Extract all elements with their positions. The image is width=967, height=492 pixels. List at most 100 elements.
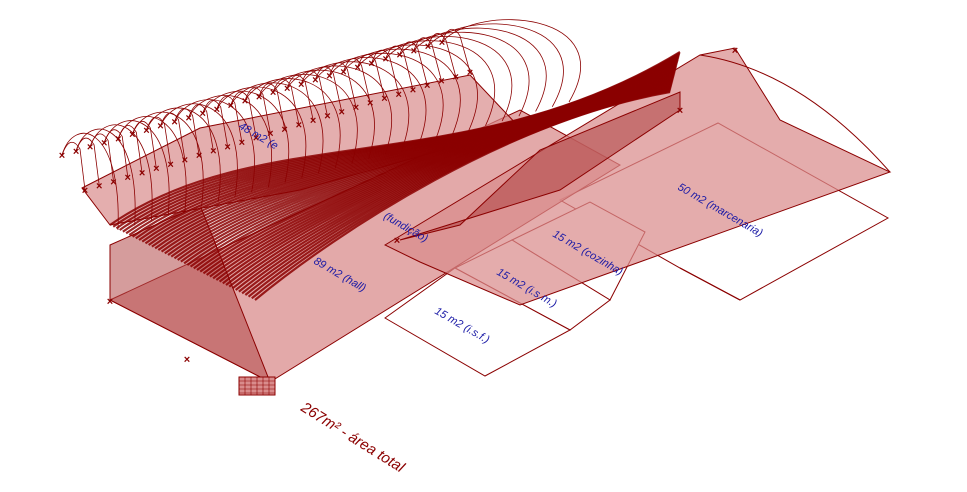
x-marker: × [59,150,65,162]
x-marker: × [82,185,88,197]
arc-loop [117,125,143,173]
x-marker: × [312,75,318,87]
arc-frame [89,124,153,221]
plate-edge [679,267,741,301]
arc-frame [61,132,119,231]
arc-loop [413,37,442,81]
x-marker: × [424,80,430,92]
arc-loop [146,116,171,164]
x-marker: × [354,62,360,74]
arc-loop [357,54,385,99]
x-marker: × [439,37,445,49]
arc-frame [441,19,581,103]
arc-loop [230,91,257,138]
x-marker: × [310,115,316,127]
arc-frame [385,36,512,122]
arc-loop [286,74,314,121]
x-marker: × [298,79,304,91]
x-marker: × [157,121,163,133]
x-marker: × [284,83,290,95]
x-marker: × [224,141,230,153]
x-marker: × [182,154,188,166]
x-marker: × [732,45,738,57]
arc-frame [272,69,375,160]
x-marker: × [125,172,131,184]
x-marker: × [326,70,332,82]
x-marker: × [239,137,245,149]
arc-loop [399,41,428,86]
inner-ramp [399,91,681,241]
arc-loop [272,79,300,125]
x-marker: × [281,124,287,136]
arc-frame [300,61,410,150]
x-marker: × [196,150,202,162]
x-marker: × [453,71,459,83]
arc-loop [343,58,371,103]
arc-frame [75,128,136,226]
arc-loop [216,95,243,142]
arc-loop [75,137,100,186]
x-marker: × [324,111,330,123]
arc-loop [385,45,414,90]
x-marker: × [143,125,149,137]
x-marker: × [185,112,191,124]
arc-loop [61,141,86,191]
arc-frame [329,52,444,141]
x-marker: × [228,100,234,112]
plate-isf [384,267,572,377]
x-marker: × [153,163,159,175]
x-marker: × [129,129,135,141]
x-marker: × [171,117,177,129]
arc-loop [314,66,343,112]
arc-frame [174,99,255,193]
arc-loop [160,112,186,160]
arc-frame [286,65,393,155]
column-base [238,376,276,396]
x-marker: × [367,98,373,110]
x-marker: × [677,105,683,117]
arc-loop [258,83,286,129]
wall-right-curved [383,47,892,306]
x-marker: × [353,102,359,114]
x-marker: × [381,93,387,105]
x-marker: × [467,67,473,79]
x-marker: × [425,41,431,53]
x-marker: × [253,133,259,145]
arc-loop [441,28,471,73]
x-marker: × [200,108,206,120]
arc-loop [371,49,400,94]
x-marker: × [411,45,417,57]
x-marker: × [96,181,102,193]
arc-loop [244,87,271,134]
arc-loop [103,129,129,177]
corner-markers: × × × × × × × × × × × × × × × × × × × × × × × × × × × × × × × × × × × × × × × ×… [59,37,738,366]
arc-loop [89,133,114,182]
x-marker: × [394,235,400,247]
x-marker: × [167,159,173,171]
x-marker: × [395,89,401,101]
x-marker: × [139,168,145,180]
x-marker: × [397,50,403,62]
arc-loop [427,33,457,77]
x-marker: × [87,142,93,154]
arc-loop [174,108,200,156]
x-marker: × [270,87,276,99]
ribbon-strand [254,90,671,301]
wall-right-curve [699,54,891,173]
total-area-label: 267m² - área total [297,398,408,476]
x-marker: × [296,119,302,131]
arc-frame [371,40,495,126]
roof-ribbon-mesh [109,51,681,301]
arc-frame [343,48,461,136]
x-marker: × [438,76,444,88]
x-marker: × [107,296,113,308]
x-marker: × [368,58,374,70]
x-marker: × [242,96,248,108]
x-marker: × [73,146,79,158]
arc-loop [131,121,157,169]
x-marker: × [410,84,416,96]
arc-loop [329,62,357,108]
x-marker: × [256,91,262,103]
x-marker: × [267,128,273,140]
